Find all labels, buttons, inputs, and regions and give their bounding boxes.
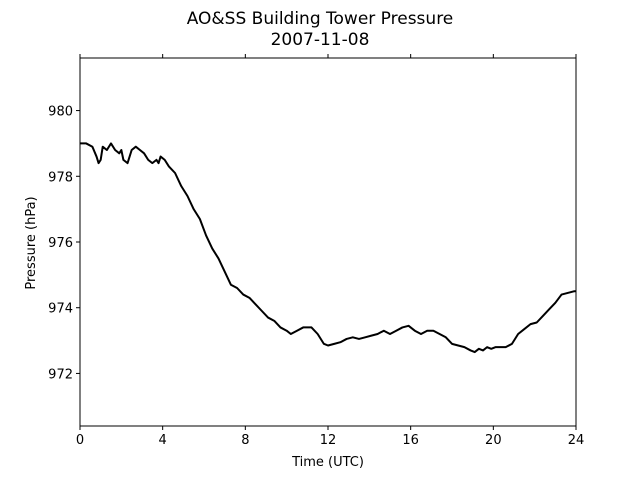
y-tick-label: 978 xyxy=(48,170,73,185)
y-axis-label: Pressure (hPa) xyxy=(24,196,39,289)
y-tick-label: 974 xyxy=(48,302,73,317)
plot-area: 0 4 8 12 16 20 24 972 974 976 978 980 xyxy=(48,54,584,448)
plot-frame xyxy=(79,57,577,427)
y-tick-label: 976 xyxy=(48,236,73,251)
y-tick-label: 980 xyxy=(48,105,73,120)
x-tick-label: 16 xyxy=(402,433,419,448)
x-tick-label: 4 xyxy=(159,433,167,448)
series-line-0 xyxy=(80,142,576,354)
chart-subtitle: 2007-11-08 xyxy=(271,30,370,50)
x-tick-label: 20 xyxy=(485,433,502,448)
x-tick-label: 8 xyxy=(241,433,249,448)
x-tick-label: 12 xyxy=(320,433,337,448)
x-tick-label: 0 xyxy=(76,433,84,448)
chart-title: AO&SS Building Tower Pressure xyxy=(187,9,454,29)
x-axis-label: Time (UTC) xyxy=(291,455,364,470)
y-tick-label: 972 xyxy=(48,367,73,382)
x-tick-label: 24 xyxy=(568,433,585,448)
